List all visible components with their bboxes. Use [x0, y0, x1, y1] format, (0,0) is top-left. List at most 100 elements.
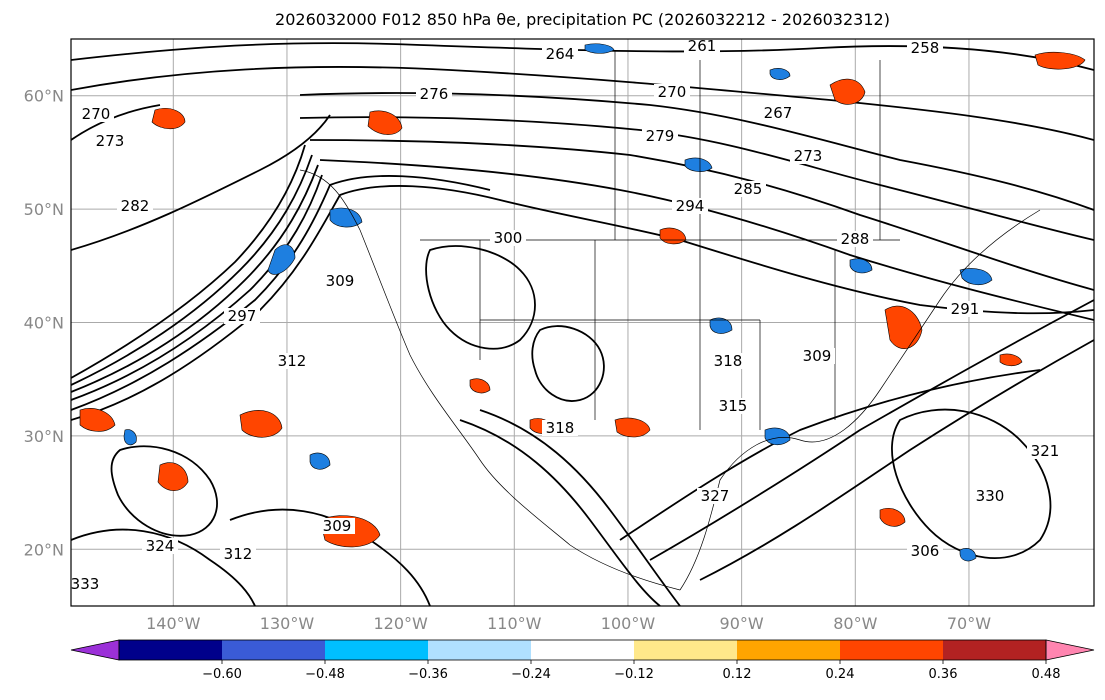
contour-label-bg — [416, 86, 452, 102]
contour-labels: 264 261 258 270 276 267 279 273 285 294 288 282 270 2… — [71, 37, 1063, 593]
contour-label: 264 — [546, 45, 575, 63]
contour-label-bg — [730, 181, 766, 197]
contour-label-bg — [907, 40, 943, 56]
colorbar-tick-label: −0.36 — [408, 667, 448, 682]
contour-label-bg — [490, 230, 526, 246]
contour-label-bg — [760, 105, 796, 121]
contour-label-bg — [224, 308, 260, 324]
contour-label: 261 — [688, 37, 717, 55]
contour-label: 279 — [646, 127, 675, 145]
contour-label: 309 — [323, 517, 352, 535]
precip-pc-shading — [79, 43, 1086, 562]
colorbar-tick-label: −0.24 — [511, 667, 551, 682]
graticule — [71, 39, 1094, 606]
lon-tick-label: 130°W — [260, 614, 315, 633]
colorbar-segment — [840, 640, 944, 660]
colorbar-tick-label: 0.36 — [929, 667, 958, 682]
contour-label: 312 — [224, 545, 253, 563]
lon-tick-label: 140°W — [146, 614, 201, 633]
contour-label: 270 — [658, 83, 687, 101]
contour-label-bg — [542, 46, 578, 62]
contour-label-bg — [1027, 443, 1063, 459]
colorbar-frame — [118, 639, 1047, 661]
contour-label: 270 — [82, 105, 111, 123]
colorbar-extend-max — [1045, 639, 1095, 661]
colorbar-segment — [531, 640, 635, 660]
contour-label: 297 — [228, 307, 257, 325]
latitude-axis: 60°N 50°N 40°N 30°N 20°N — [24, 87, 64, 560]
contour-label: 312 — [278, 352, 307, 370]
contour-label-bg — [92, 133, 128, 149]
colorbar-tick-label: 0.48 — [1032, 667, 1061, 682]
colorbar-segment — [325, 640, 429, 660]
contour-label-bg — [220, 546, 256, 562]
contour-label-bg — [684, 39, 720, 54]
contour-label: 300 — [494, 229, 523, 247]
longitude-axis: 140°W 130°W 120°W 110°W 100°W 90°W 80°W 70°W — [146, 614, 991, 633]
contour-label-bg — [907, 543, 943, 559]
colorbar-tick-label: −0.60 — [202, 667, 242, 682]
contour-label: 288 — [841, 230, 870, 248]
contour-label: 294 — [676, 197, 705, 215]
colorbar-segment — [634, 640, 738, 660]
chart-title: 2026032000 F012 850 hPa θe, precipitatio… — [275, 10, 890, 29]
contour-label-bg — [790, 148, 826, 164]
contour-label: 318 — [714, 352, 743, 370]
contour-label: 306 — [911, 542, 940, 560]
contour-label: 309 — [326, 272, 355, 290]
contour-label: 318 — [546, 419, 575, 437]
lon-tick-label: 100°W — [601, 614, 656, 633]
lon-tick-label: 120°W — [373, 614, 428, 633]
contour-label-bg — [654, 84, 690, 100]
colorbar-tick-label: 0.12 — [723, 667, 752, 682]
contour-label-bg — [799, 348, 835, 364]
lon-tick-label: 110°W — [487, 614, 542, 633]
contour-label: 330 — [976, 487, 1005, 505]
contour-label-bg — [697, 488, 733, 504]
colorbar: −0.60 −0.48 −0.36 −0.24 −0.12 0.12 0.24 0.36 0.4… — [70, 639, 1095, 682]
contour-label-bg — [319, 518, 355, 534]
contour-label: 285 — [734, 180, 763, 198]
contour-label-bg — [710, 353, 746, 369]
contour-label: 273 — [96, 132, 125, 150]
contour-label-bg — [71, 576, 103, 592]
contour-label: 291 — [951, 300, 980, 318]
contour-label-bg — [972, 488, 1008, 504]
contour-label: 327 — [701, 487, 730, 505]
contour-label: 333 — [71, 575, 100, 593]
colorbar-segment — [737, 640, 841, 660]
contour-label-bg — [142, 538, 178, 554]
colorbar-segment — [222, 640, 326, 660]
contour-label-bg — [642, 128, 678, 144]
lon-tick-label: 70°W — [947, 614, 991, 633]
contour-label: 258 — [911, 39, 940, 57]
colorbar-segment — [943, 640, 1047, 660]
lat-tick-label: 50°N — [24, 200, 64, 219]
map-area: 264 261 258 270 276 267 279 273 285 294 288 282 270 2… — [71, 37, 1094, 606]
contour-label-bg — [274, 353, 310, 369]
lon-tick-label: 90°W — [720, 614, 764, 633]
contour-label: 273 — [794, 147, 823, 165]
contour-label-bg — [837, 231, 873, 247]
colorbar-segment — [119, 640, 223, 660]
contour-label-bg — [715, 398, 751, 414]
contour-label-bg — [672, 198, 708, 214]
colorbar-segment — [428, 640, 532, 660]
contour-label: 321 — [1031, 442, 1060, 460]
contour-label: 309 — [803, 347, 832, 365]
contour-label-bg — [542, 420, 578, 436]
contour-label-bg — [78, 106, 114, 122]
colorbar-tick-label: −0.48 — [305, 667, 345, 682]
contour-label: 282 — [121, 197, 150, 215]
lat-tick-label: 40°N — [24, 314, 64, 333]
contour-label: 267 — [764, 104, 793, 122]
lat-tick-label: 30°N — [24, 427, 64, 446]
map-frame — [70, 38, 1095, 607]
lat-tick-label: 60°N — [24, 87, 64, 106]
colorbar-tick-label: −0.12 — [614, 667, 654, 682]
contour-label: 276 — [420, 85, 449, 103]
lat-tick-label: 20°N — [24, 540, 64, 559]
contour-label-bg — [947, 301, 983, 317]
contour-label: 324 — [146, 537, 175, 555]
